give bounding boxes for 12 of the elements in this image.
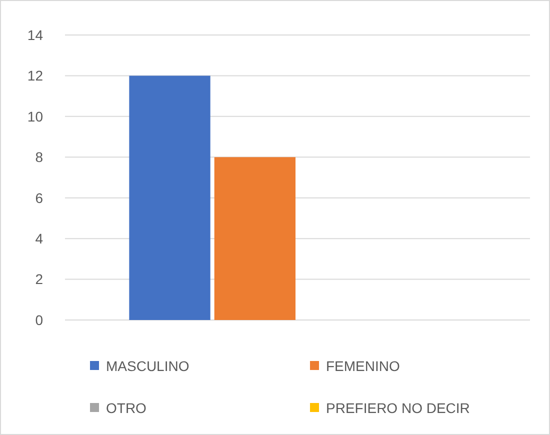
legend-label: FEMENINO xyxy=(326,358,400,374)
y-tick-label: 14 xyxy=(27,26,44,43)
legend-label: MASCULINO xyxy=(106,358,190,374)
y-tick-label: 8 xyxy=(35,149,44,166)
y-tick-label: 2 xyxy=(35,271,44,288)
legend-label: PREFIERO NO DECIR xyxy=(326,400,470,416)
y-tick-label: 6 xyxy=(35,190,44,206)
legend-label: OTRO xyxy=(106,400,147,416)
y-tick-label: 10 xyxy=(27,108,44,124)
y-tick-label: 4 xyxy=(35,230,44,246)
y-tick-label: 12 xyxy=(27,68,44,84)
y-tick-label: 0 xyxy=(35,312,44,328)
